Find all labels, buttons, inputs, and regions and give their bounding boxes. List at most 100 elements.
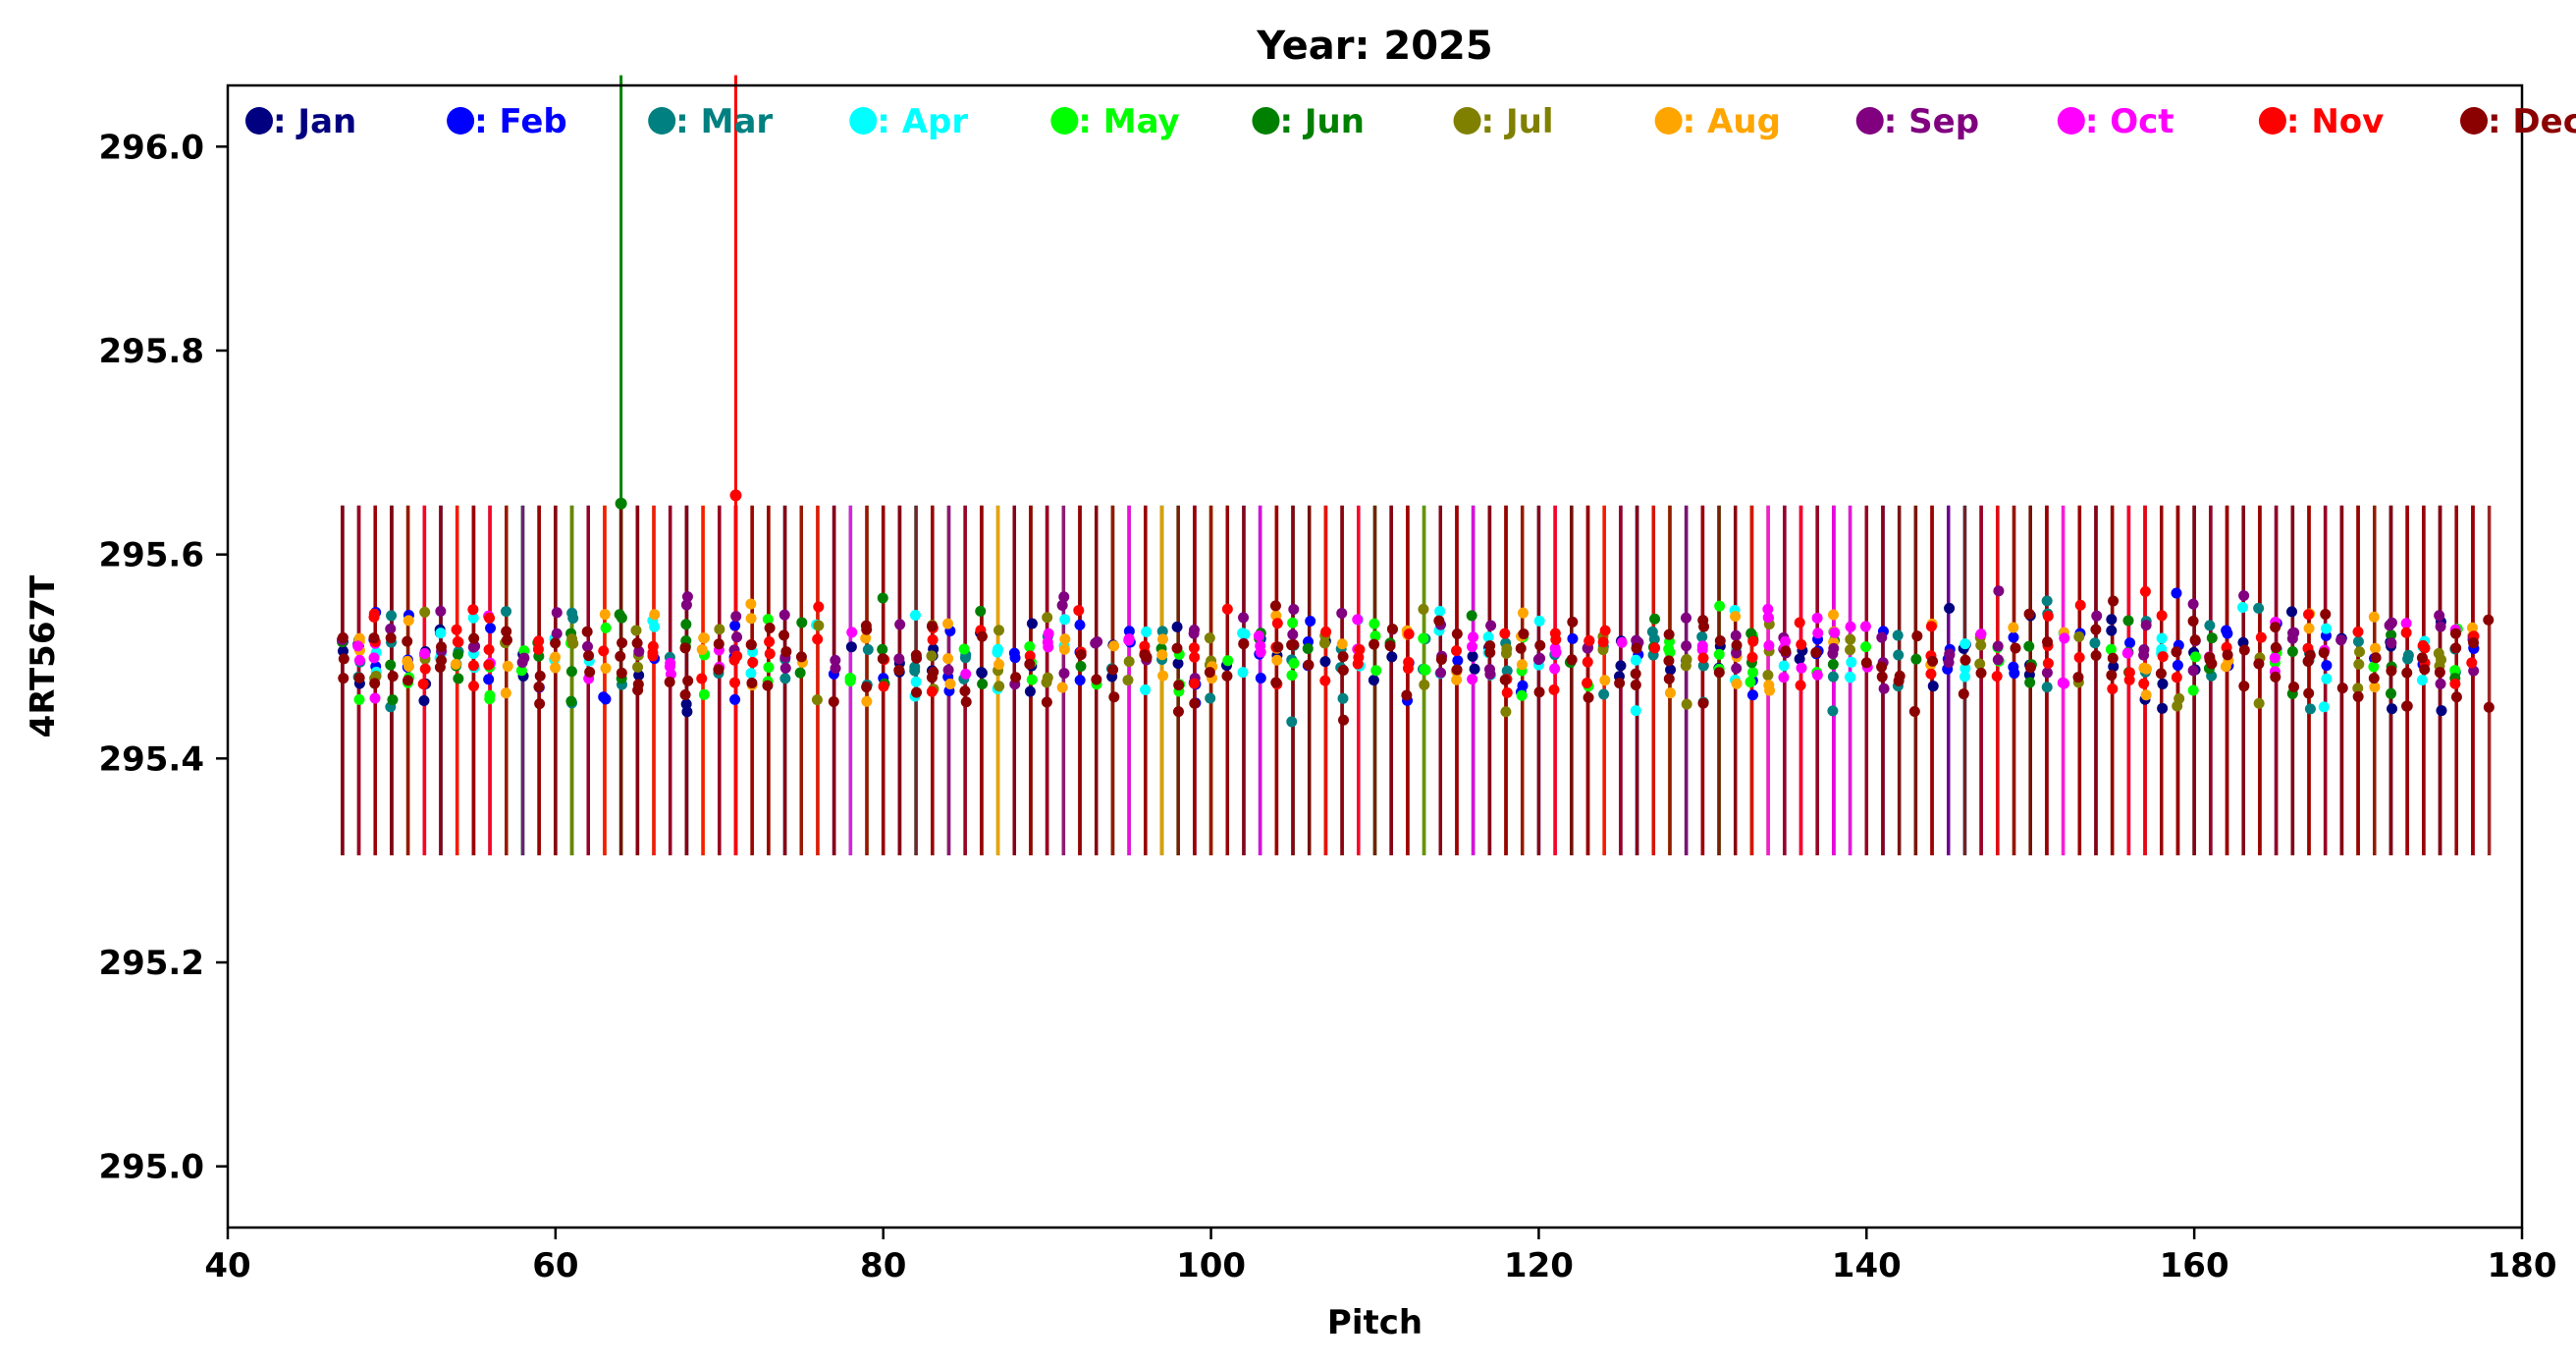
data-point xyxy=(1616,636,1628,648)
data-point xyxy=(1893,649,1905,661)
data-point xyxy=(1878,683,1890,694)
data-point xyxy=(1501,665,1513,677)
data-point xyxy=(2449,678,2461,689)
y-axis-label: 4RT567T xyxy=(24,574,63,738)
data-point xyxy=(1534,639,1546,651)
data-point xyxy=(2352,626,2364,637)
data-point xyxy=(1320,626,1332,637)
data-point xyxy=(1615,660,1627,672)
data-point xyxy=(1123,633,1135,645)
data-point xyxy=(894,619,906,630)
data-point xyxy=(1271,654,1283,666)
data-point xyxy=(533,681,545,692)
data-point xyxy=(1337,692,1349,704)
data-point xyxy=(1140,683,1152,695)
data-point xyxy=(2139,585,2151,597)
data-point xyxy=(877,592,888,604)
data-point xyxy=(1876,671,1888,683)
data-point xyxy=(1846,656,1857,668)
data-point xyxy=(664,661,675,673)
data-point xyxy=(2089,637,2101,649)
data-point xyxy=(453,673,464,684)
data-point xyxy=(2435,678,2446,689)
data-point xyxy=(1714,600,1726,612)
data-point xyxy=(2354,646,2366,658)
data-point xyxy=(681,591,693,603)
x-tick-label: 60 xyxy=(532,1246,578,1285)
data-point xyxy=(467,660,479,672)
data-point xyxy=(1026,674,1038,685)
data-point xyxy=(1369,630,1381,642)
data-point xyxy=(1205,692,1216,704)
data-point xyxy=(1746,689,1758,701)
data-point xyxy=(778,629,790,641)
data-point xyxy=(2303,609,2315,621)
data-point xyxy=(419,606,431,618)
y-tick-label: 296.0 xyxy=(98,128,204,167)
data-point xyxy=(1975,628,1987,640)
data-point xyxy=(2041,667,2053,679)
data-point xyxy=(337,631,349,643)
data-point xyxy=(2436,705,2447,717)
data-point xyxy=(402,675,414,686)
data-point xyxy=(1730,629,1742,641)
data-point xyxy=(2106,614,2118,626)
data-point xyxy=(452,636,463,648)
data-point xyxy=(1386,651,1398,663)
data-point xyxy=(1189,624,1201,635)
data-point xyxy=(745,668,757,680)
data-point xyxy=(813,620,825,631)
data-point xyxy=(450,658,461,670)
data-point xyxy=(1171,621,1183,632)
data-point xyxy=(1746,651,1758,663)
data-point xyxy=(2157,651,2169,663)
data-point xyxy=(1944,649,1956,661)
data-point xyxy=(993,625,1005,636)
legend-entry: : Jul xyxy=(1481,102,1554,141)
data-point xyxy=(680,698,692,710)
data-point xyxy=(2008,661,2019,673)
data-point xyxy=(1255,640,1266,652)
data-point xyxy=(1812,628,1824,639)
data-point xyxy=(2270,622,2281,633)
data-point xyxy=(1908,706,1920,718)
data-point xyxy=(2023,608,2035,620)
data-point xyxy=(696,644,708,656)
x-tick-label: 140 xyxy=(1832,1246,1902,1285)
data-point xyxy=(1204,667,1215,679)
data-point xyxy=(2417,639,2429,651)
data-point xyxy=(1795,680,1806,691)
data-point xyxy=(1762,603,1774,615)
data-point xyxy=(501,626,512,637)
data-point xyxy=(1698,621,1710,632)
data-point xyxy=(1123,626,1135,637)
data-point xyxy=(2138,678,2150,689)
data-point xyxy=(1680,660,1691,672)
data-point xyxy=(600,662,612,674)
chart-title: Year: 2025 xyxy=(1256,24,1492,69)
data-point xyxy=(780,646,792,658)
data-point xyxy=(1370,665,1382,677)
data-point xyxy=(2286,646,2298,658)
data-point xyxy=(551,628,563,639)
data-point xyxy=(1286,716,1298,728)
data-point xyxy=(830,654,841,666)
data-point xyxy=(729,677,741,688)
legend-entry: : May xyxy=(1078,102,1179,141)
data-point xyxy=(501,634,512,646)
data-point xyxy=(1418,632,1429,644)
data-point xyxy=(1991,671,2003,683)
data-point xyxy=(1059,614,1071,626)
data-point xyxy=(2320,608,2332,620)
data-point xyxy=(2222,649,2233,661)
data-point xyxy=(436,654,448,666)
data-point xyxy=(893,664,905,676)
data-point xyxy=(1010,672,1022,683)
data-point xyxy=(632,679,644,690)
data-point xyxy=(2024,662,2036,674)
data-point xyxy=(565,666,577,678)
data-point xyxy=(2483,701,2495,713)
data-point xyxy=(975,605,987,617)
data-point xyxy=(1697,660,1709,672)
data-point xyxy=(2107,683,2119,694)
